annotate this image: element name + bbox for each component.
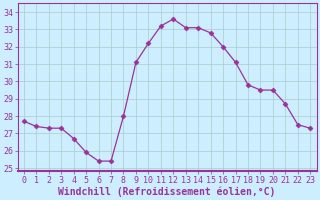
X-axis label: Windchill (Refroidissement éolien,°C): Windchill (Refroidissement éolien,°C): [58, 186, 276, 197]
